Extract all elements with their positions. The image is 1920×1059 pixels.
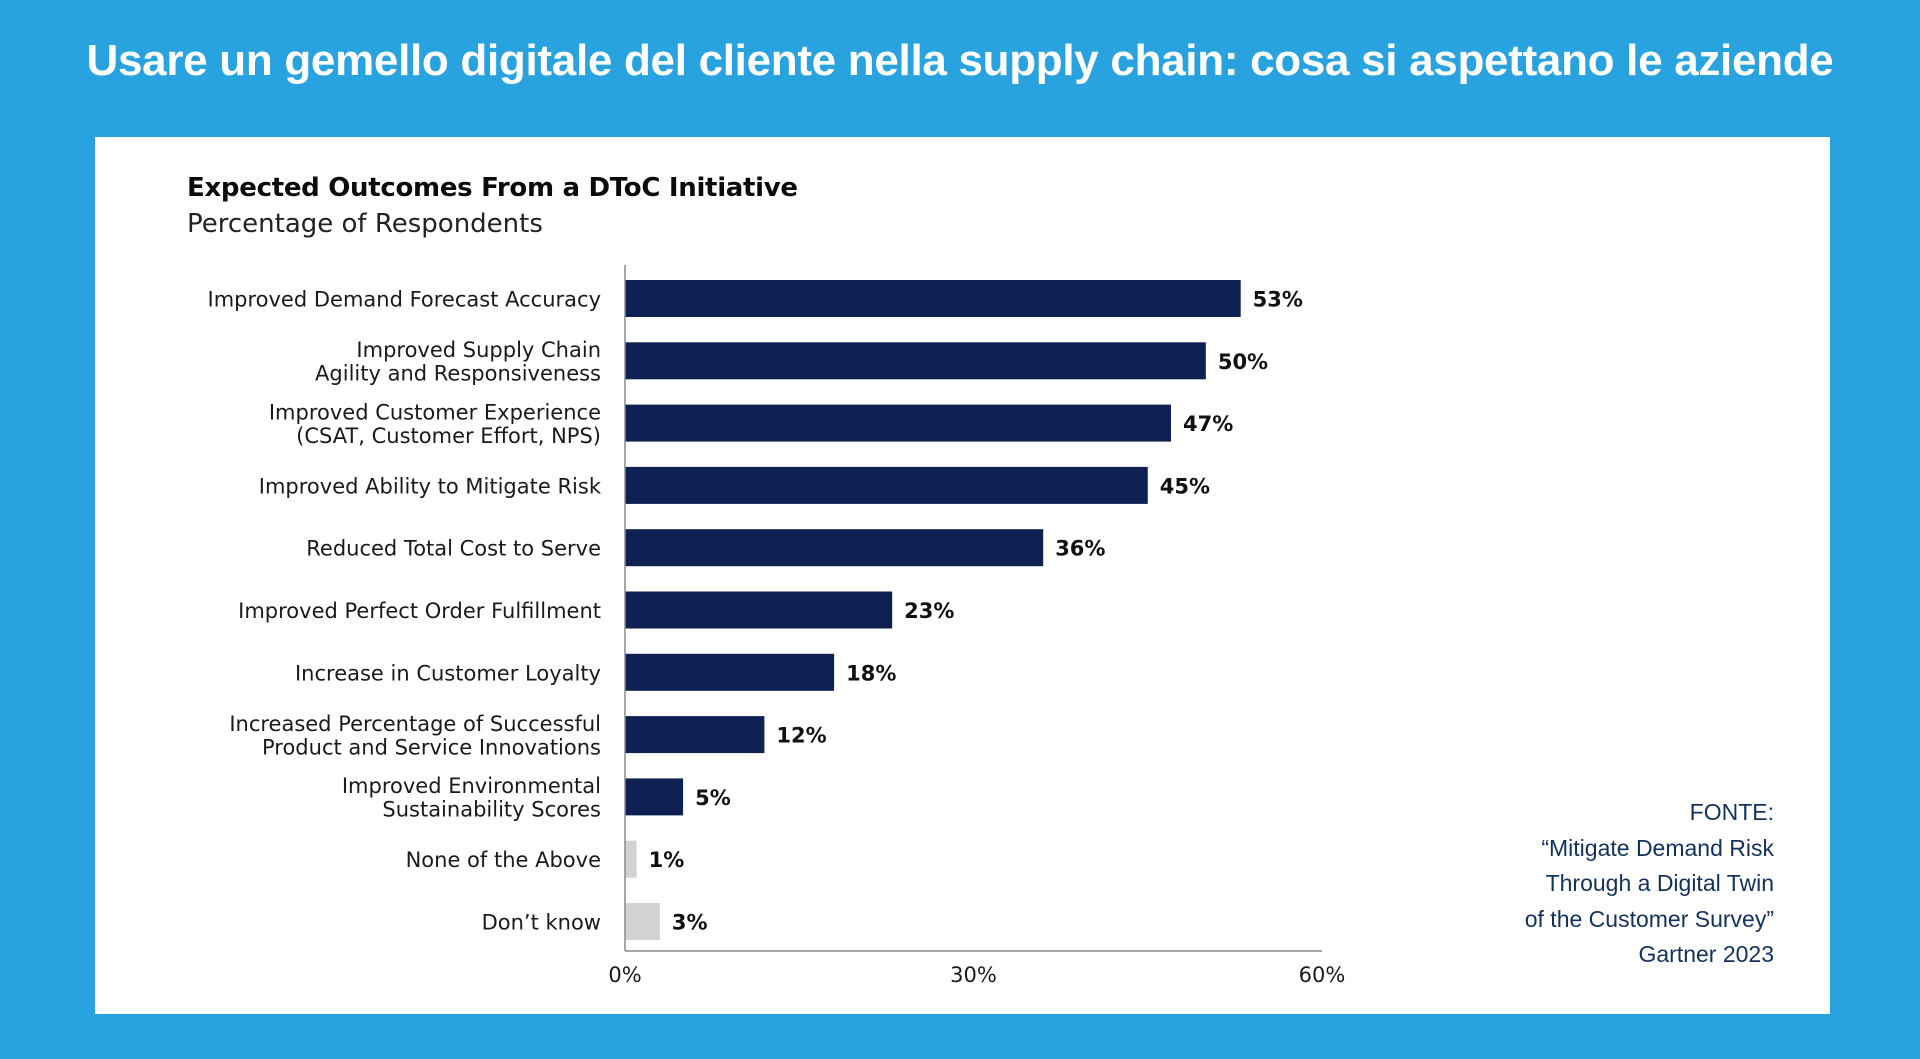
bar-value-label: 12% (776, 724, 826, 748)
bar (625, 778, 684, 816)
bar-value-label: 23% (904, 599, 954, 623)
category-label: Product and Service Innovations (262, 735, 601, 759)
bar (625, 342, 1206, 380)
category-label: None of the Above (406, 848, 601, 872)
category-label: Improved Supply Chain (356, 338, 601, 362)
chart-card: Expected Outcomes From a DToC Initiative… (95, 137, 1830, 1014)
source-note: FONTE: “Mitigate Demand Risk Through a D… (1525, 795, 1774, 973)
category-label: Increased Percentage of Successful (229, 712, 601, 736)
bar-value-label: 53% (1253, 288, 1303, 312)
bar-value-label: 45% (1160, 474, 1210, 498)
bar-value-label: 1% (649, 848, 685, 872)
category-label: Agility and Responsiveness (315, 362, 601, 386)
source-line: “Mitigate Demand Risk (1541, 834, 1774, 861)
x-tick-label: 30% (950, 963, 997, 987)
bar (625, 840, 637, 878)
bar (625, 653, 835, 691)
bar (625, 716, 765, 754)
chart-subtitle: Percentage of Respondents (187, 209, 543, 239)
banner-title: Usare un gemello digitale del cliente ne… (86, 36, 1834, 85)
category-label: Improved Perfect Order Fulfillment (238, 599, 601, 623)
x-tick-label: 60% (1299, 963, 1346, 987)
bar (625, 591, 893, 629)
category-label: (CSAT, Customer Effort, NPS) (296, 424, 601, 448)
category-label: Improved Customer Experience (269, 400, 601, 424)
category-label: Improved Demand Forecast Accuracy (208, 288, 602, 312)
category-label: Improved Ability to Mitigate Risk (259, 474, 602, 498)
bar-value-label: 3% (672, 911, 708, 935)
category-label: Reduced Total Cost to Serve (306, 537, 601, 561)
bar (625, 466, 1148, 504)
bar (625, 903, 660, 940)
bar-value-label: 5% (695, 786, 731, 810)
source-line: Gartner 2023 (1638, 941, 1774, 967)
bar-chart: 53% Improved Demand Forecast Accuracy 50% I… (208, 265, 1346, 987)
category-label: Don’t know (482, 911, 601, 935)
bar-value-label: 47% (1183, 412, 1233, 436)
source-line: of the Customer Survey” (1524, 905, 1774, 932)
bar (625, 404, 1171, 442)
category-label: Sustainability Scores (382, 798, 601, 822)
bar-value-label: 18% (846, 661, 896, 685)
bar-value-label: 36% (1055, 537, 1105, 561)
category-label: Improved Environmental (342, 774, 601, 798)
source-line: Through a Digital Twin (1545, 870, 1774, 896)
x-tick-label: 0% (608, 963, 641, 987)
bar (625, 529, 1044, 567)
bar (625, 280, 1241, 317)
chart-title: Expected Outcomes From a DToC Initiative (187, 173, 798, 203)
source-line: FONTE: (1689, 799, 1774, 825)
bar-value-label: 50% (1218, 350, 1268, 374)
category-label: Increase in Customer Loyalty (295, 661, 601, 685)
